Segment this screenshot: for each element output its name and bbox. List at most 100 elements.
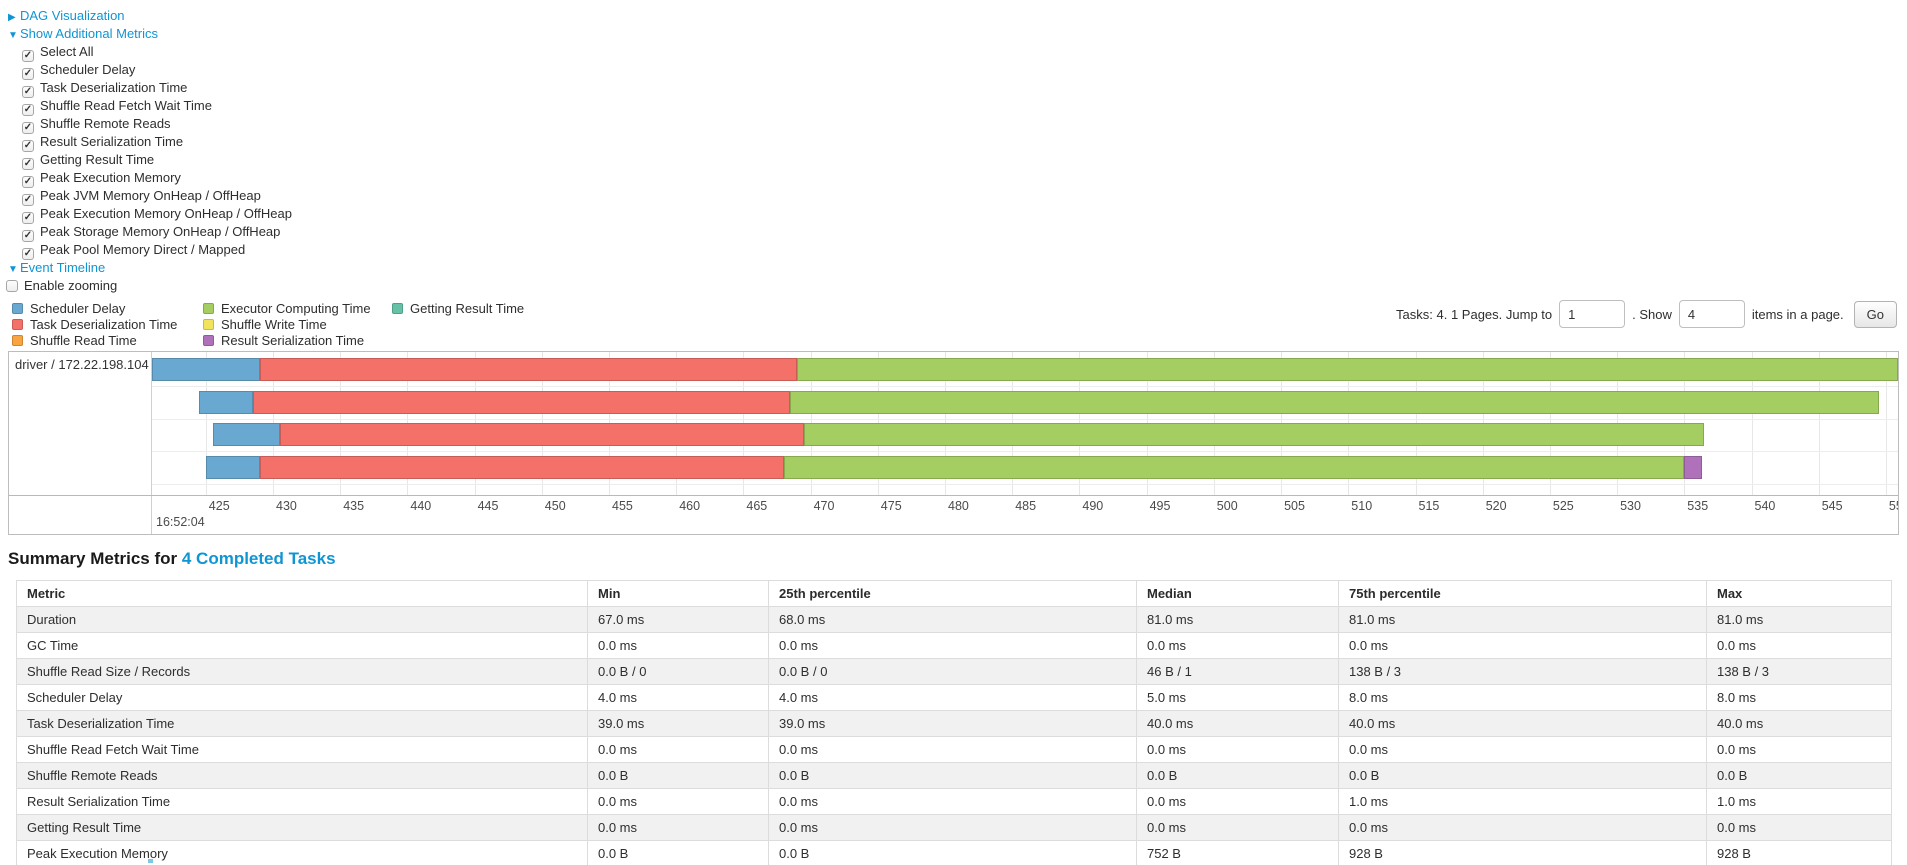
caret-down-icon: ▼ [8,264,18,275]
task-bar[interactable] [212,423,1705,446]
timeline-time-axis: 425 430 435 440 445 450 455 460 465 470 475 480 485 4… [9,495,1898,534]
summary-metrics-heading: Summary Metrics for 4 Completed Tasks [8,549,1907,569]
metric-checkbox[interactable] [22,104,34,116]
metric-checkbox[interactable] [22,50,34,62]
lane-separator [152,386,1898,387]
metric-checkbox-item: Result Serialization Time [22,133,1907,152]
metric-name-cell: Task Deserialization Time [16,710,588,737]
metric-value-cell: 0.0 B [768,840,1137,865]
legend-column: Scheduler Delay Task Deserialization Time… [12,301,177,349]
metric-checkbox[interactable] [22,230,34,242]
axis-tick-label: 440 [410,499,432,513]
metric-checkbox-label[interactable]: Shuffle Read Fetch Wait Time [40,98,212,113]
task-bar[interactable] [152,358,1898,381]
scheduler-delay-segment[interactable] [152,358,260,381]
metric-value-cell: 0.0 B [587,840,769,865]
task-deserialization-segment[interactable] [279,423,804,446]
executor-computing-segment[interactable] [790,391,1880,414]
go-button[interactable]: Go [1853,300,1897,328]
metric-checkbox[interactable] [22,158,34,170]
metric-checkbox-item: Scheduler Delay [22,61,1907,80]
metric-value-cell: 40.0 ms [1338,710,1707,737]
column-header: Median [1136,580,1339,607]
scheduler-delay-segment[interactable] [212,423,280,446]
axis-tick-label: 500 [1216,499,1238,513]
task-deserialization-segment[interactable] [252,391,791,414]
metric-checkbox-label[interactable]: Select All [40,44,94,59]
metric-value-cell: 81.0 ms [1706,606,1892,633]
gridline [1818,352,1820,495]
metric-checkbox-label[interactable]: Task Deserialization Time [40,80,188,95]
metric-value-cell: 68.0 ms [768,606,1137,633]
show-additional-metrics-link[interactable]: Show Additional Metrics [20,26,159,41]
metric-value-cell: 928 B [1706,840,1892,865]
shuffle-write-legend-swatch [203,319,214,330]
caret-down-icon: ▼ [8,30,18,41]
metric-checkbox[interactable] [22,212,34,224]
axis-tick-label: 475 [880,499,902,513]
items-per-page-label: items in a page. [1751,306,1844,322]
task-bar[interactable] [205,456,1702,479]
column-header: 25th percentile [768,580,1137,607]
metric-value-cell: 0.0 ms [1706,736,1892,763]
axis-tick-label: 495 [1149,499,1171,513]
metric-value-cell: 0.0 ms [1136,632,1339,659]
metric-value-cell: 0.0 B [587,762,769,789]
enable-zooming-checkbox[interactable] [6,280,18,292]
metric-value-cell: 67.0 ms [587,606,769,633]
metric-checkbox-label[interactable]: Peak Storage Memory OnHeap / OffHeap [40,224,281,239]
legend-item: Task Deserialization Time [12,317,177,333]
metric-checkbox[interactable] [22,122,34,134]
completed-tasks-link[interactable]: 4 Completed Tasks [181,549,336,568]
metric-value-cell: 0.0 ms [768,632,1137,659]
column-header: Metric [16,580,588,607]
scheduler-delay-segment[interactable] [199,391,253,414]
metric-checkbox-item: Task Deserialization Time [22,79,1907,98]
legend-item: Shuffle Read Time [12,333,177,349]
metric-value-cell: 0.0 ms [1338,814,1707,841]
axis-tick-label: 530 [1620,499,1641,513]
scheduler-delay-segment[interactable] [205,456,260,479]
metric-checkbox[interactable] [22,86,34,98]
metric-checkbox[interactable] [22,176,34,188]
metric-checkbox-label[interactable]: Peak JVM Memory OnHeap / OffHeap [40,188,261,203]
axis-tick-label: 445 [477,499,499,513]
metric-checkbox-label[interactable]: Peak Pool Memory Direct / Mapped [40,242,246,257]
metric-checkbox[interactable] [22,248,34,260]
enable-zooming-label[interactable]: Enable zooming [24,278,118,293]
table-row: Shuffle Read Fetch Wait Time 0.0 ms 0.0 ms… [16,736,1892,763]
table-row: Shuffle Remote Reads 0.0 B 0.0 B 0.0 B 0.0 B… [16,762,1892,789]
metric-checkbox[interactable] [22,140,34,152]
executor-computing-segment[interactable] [803,423,1705,446]
metric-checkbox-label[interactable]: Getting Result Time [40,152,155,167]
executor-computing-segment[interactable] [783,456,1685,479]
metric-checkbox-label[interactable]: Shuffle Remote Reads [40,116,171,131]
metric-checkbox-label[interactable]: Result Serialization Time [40,134,184,149]
jump-to-page-input[interactable] [1559,300,1626,328]
result-serialization-segment[interactable] [1684,456,1702,479]
executor-computing-segment[interactable] [797,358,1898,381]
axis-tick-label: 465 [746,499,768,513]
task-deserialization-segment[interactable] [259,456,784,479]
event-timeline-link[interactable]: Event Timeline [20,260,106,275]
metric-checkbox[interactable] [22,68,34,80]
legend-label: Getting Result Time [410,301,525,316]
metric-checkbox[interactable] [22,194,34,206]
table-row: Result Serialization Time 0.0 ms 0.0 ms 0.0… [16,788,1892,815]
metric-checkbox-list: Select All Scheduler Delay Task Deserializ… [22,43,1907,260]
metric-value-cell: 1.0 ms [1706,788,1892,815]
page-size-input[interactable] [1678,300,1745,328]
axis-tick-label: 470 [813,499,835,513]
task-deserialization-segment[interactable] [259,358,798,381]
task-bar[interactable] [199,391,1880,414]
metric-value-cell: 39.0 ms [587,710,769,737]
metric-checkbox-label[interactable]: Peak Execution Memory [40,170,181,185]
metric-value-cell: 0.0 B / 0 [587,658,769,685]
dag-visualization-link[interactable]: DAG Visualization [20,8,125,23]
metric-checkbox-label[interactable]: Peak Execution Memory OnHeap / OffHeap [40,206,292,221]
gridline [205,352,207,495]
metric-checkbox-label[interactable]: Scheduler Delay [40,62,136,77]
metric-value-cell: 0.0 ms [1136,788,1339,815]
legend-item: Executor Computing Time [203,301,371,317]
axis-tick-label: 490 [1082,499,1104,513]
